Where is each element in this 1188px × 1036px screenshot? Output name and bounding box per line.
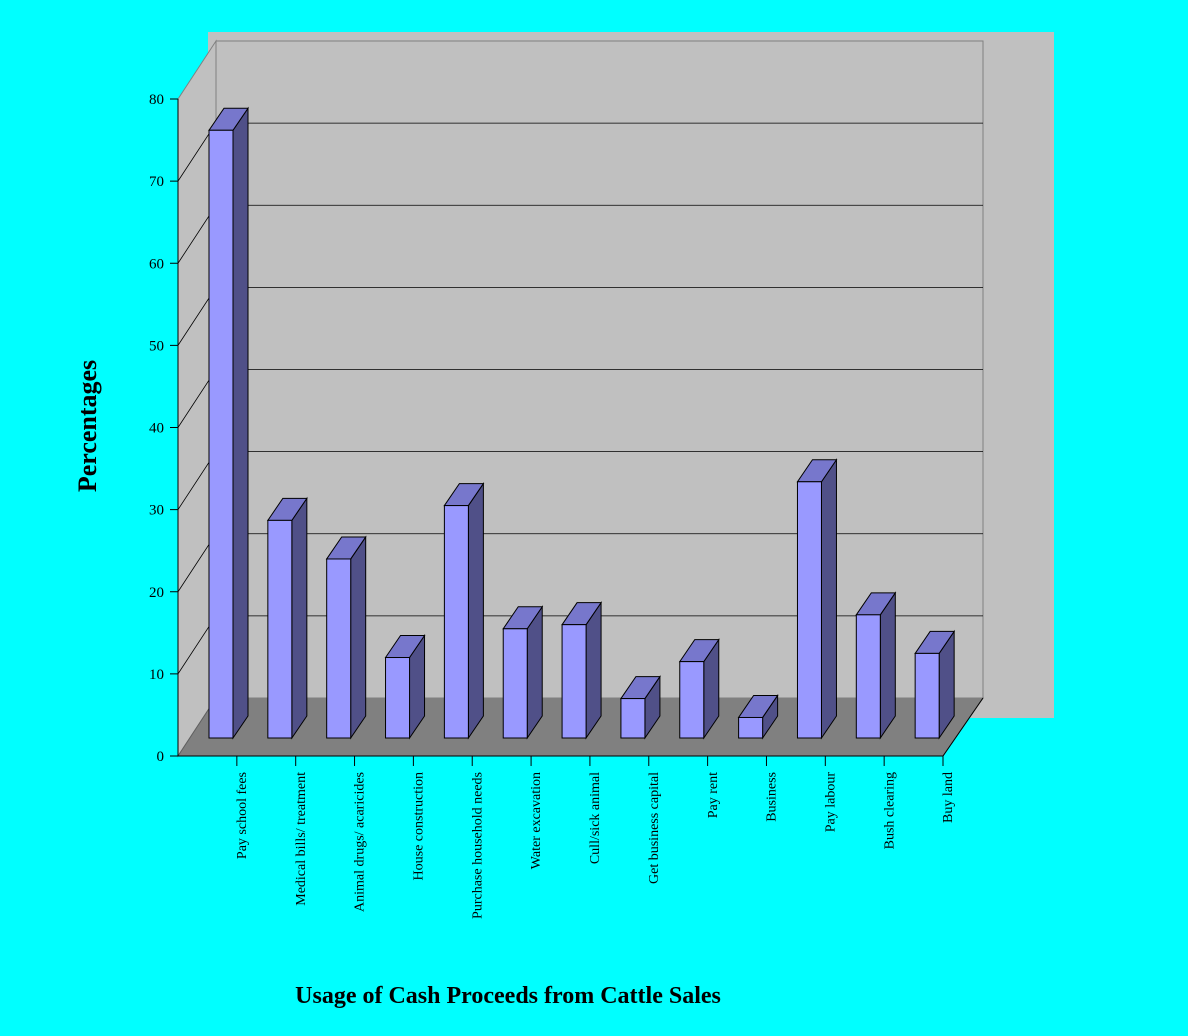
bar-side (879, 591, 896, 740)
bar (619, 674, 661, 740)
category-label: Animal drugs/ acaricides (353, 772, 368, 912)
category-label: Buy land (941, 772, 956, 823)
category-label: Cull/sick animal (588, 772, 603, 864)
category-label: Pay school fees (235, 772, 250, 859)
bar-front (679, 661, 705, 739)
category-label: Water excavation (529, 772, 544, 869)
bar-side (585, 601, 602, 740)
bar-side (526, 605, 543, 740)
bar-side (232, 106, 249, 740)
y-tick-label: 0 (157, 749, 165, 765)
category-label: House construction (412, 772, 427, 880)
bar (678, 638, 720, 740)
bar-front (443, 505, 469, 739)
bar (325, 535, 367, 740)
y-tick-label: 70 (149, 174, 164, 190)
y-tick-label: 50 (149, 338, 164, 354)
bar-front (208, 129, 234, 739)
bar-front (326, 558, 352, 739)
category-label: Get business capital (647, 772, 662, 884)
bar-front (796, 481, 822, 739)
bar-front (620, 698, 646, 739)
y-tick-label: 80 (149, 92, 164, 108)
category-label: Purchase household needs (470, 772, 485, 919)
y-tick-label: 40 (149, 421, 164, 437)
bar-front (267, 519, 293, 739)
bar (914, 629, 956, 740)
y-axis-title: Percentages (73, 360, 102, 492)
bar (208, 106, 249, 740)
category-label: Pay labour (823, 772, 838, 833)
bar-side (820, 458, 837, 740)
category-label: Bush clearing (882, 772, 897, 849)
y-tick-label: 60 (149, 256, 164, 272)
bar-front (385, 657, 411, 739)
y-axis: 0 10 20 30 40 50 60 70 80 (149, 92, 943, 765)
bar-front (502, 628, 528, 739)
category-labels: Pay school fees Medical bills/ treatment A… (235, 756, 956, 919)
x-axis-title: Usage of Cash Proceeds from Cattle Sales (295, 983, 721, 1009)
bar (561, 601, 603, 740)
category-label: Pay rent (706, 772, 721, 818)
bar (266, 496, 308, 740)
bar-front (914, 652, 940, 739)
bar (737, 693, 779, 740)
floor-edge (942, 697, 984, 757)
y-tick-label: 10 (149, 667, 164, 683)
bar-front (855, 614, 881, 739)
bar (502, 605, 544, 740)
bar (796, 458, 838, 740)
bar (443, 481, 485, 740)
bar (384, 633, 426, 740)
bar (855, 591, 897, 740)
bar-side (291, 496, 308, 740)
bar-side (350, 535, 367, 740)
bar-side (467, 481, 484, 740)
bars (208, 106, 956, 740)
y-tick-label: 20 (149, 585, 164, 601)
category-label: Medical bills/ treatment (294, 772, 309, 906)
bar-front (561, 624, 587, 739)
bar-front (738, 716, 764, 739)
category-label: Business (765, 772, 780, 822)
y-tick-label: 30 (149, 503, 164, 519)
